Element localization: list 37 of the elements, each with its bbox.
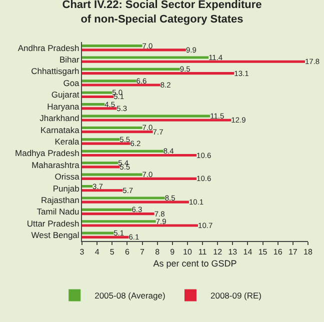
x-tick-label: 15 [258,248,268,257]
x-tick-label: 11 [198,248,208,257]
y-tick-label: Bihar [59,54,80,65]
x-tick-label: 3 [80,248,85,257]
y-tick-label: Orissa [54,172,80,182]
x-tick-label: 4 [94,248,100,257]
y-tick-label: Rajasthan [41,195,80,206]
x-tick-label: 5 [110,248,115,257]
x-tick-label: 17 [288,248,298,257]
y-tick-label: Andhra Pradesh [18,42,80,53]
y-tick-label: Haryana [47,101,80,112]
y-tick-label: West Bengal [31,230,80,240]
x-axis-title: As per cent to GSDP [153,258,237,268]
y-tick-label: Madhya Pradesh [15,148,80,158]
x-tick-label: 12 [213,248,223,257]
y-tick-label: Kerala [54,136,80,146]
x-tick-label: 7 [140,248,146,257]
y-tick-label: Tamil Nadu [36,206,80,217]
x-tick-label: 14 [243,248,253,257]
x-tick-label: 13 [228,248,238,257]
x-tick-label: 6 [124,248,130,257]
y-tick-label: Karnataka [40,124,80,135]
x-tick-label: 10 [183,248,192,257]
x-tick-label: 16 [273,248,283,257]
legend-label: 2008-09 (RE) [210,290,262,301]
y-tick-label: Chhattisgarh [31,66,80,76]
x-tick-label: 18 [304,248,313,257]
y-tick-label: Jharkhand [40,113,80,124]
x-tick-label: 8 [155,248,160,257]
legend-label: 2005-08 (Average) [94,290,166,301]
y-tick-label: Maharashtra [32,160,80,170]
chart-title: Chart IV.22: Social Sector Expenditure of non-Special Category States [62,0,262,26]
x-tick-label: 9 [170,248,176,257]
y-tick-label: Uttar Pradesh [26,218,80,228]
y-tick-label: Gujarat [51,90,80,100]
y-tick-label: Punjab [52,183,80,194]
y-tick-label: Goa [63,78,80,88]
